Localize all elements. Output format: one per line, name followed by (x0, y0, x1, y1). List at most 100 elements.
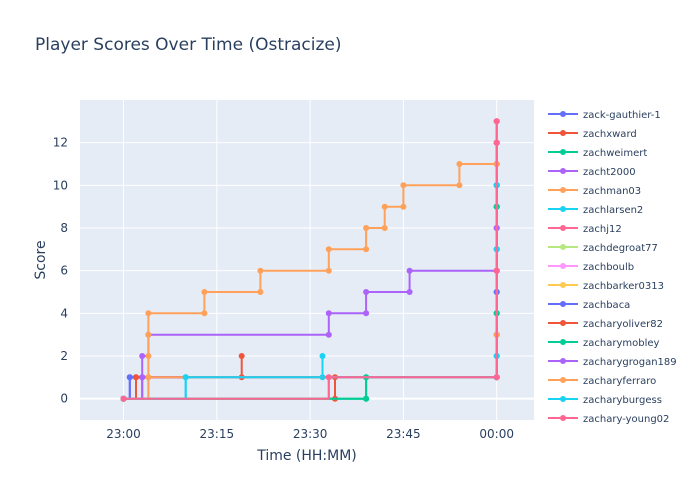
data-point (325, 374, 332, 381)
legend-label: zachary-young02 (583, 414, 669, 425)
chart-title: Player Scores Over Time (Ostracize) (35, 35, 342, 55)
legend-label: zachdegroat77 (583, 243, 658, 254)
y-tick-label: 6 (60, 264, 68, 278)
data-point (133, 374, 139, 381)
data-point (406, 289, 413, 295)
data-point (400, 182, 407, 189)
legend-item[interactable]: zachj12 (548, 224, 622, 235)
x-axis-title: Time (HH:MM) (256, 448, 357, 464)
legend-swatch-marker (560, 206, 566, 212)
data-point (120, 395, 127, 402)
series-line (123, 142, 498, 400)
data-point (381, 225, 388, 231)
data-point (381, 203, 388, 210)
legend-item[interactable]: zacharymobley (548, 338, 660, 349)
y-tick-label: 8 (60, 221, 68, 235)
legend-swatch-marker (560, 263, 566, 269)
data-point (139, 374, 146, 381)
legend-label: zacharygrogan189 (583, 357, 677, 368)
legend-swatch-marker (560, 244, 566, 250)
x-tick-label: 23:45 (386, 427, 421, 441)
legend-item[interactable]: zacharygrogan189 (548, 357, 677, 368)
series-layer (120, 118, 500, 402)
data-point (493, 267, 500, 274)
legend-label: zachlarsen2 (583, 205, 643, 216)
x-tick-label: 23:30 (293, 427, 328, 441)
x-tick-label: 23:00 (106, 427, 141, 441)
data-point (363, 395, 370, 402)
data-point (145, 374, 152, 381)
data-point (257, 267, 264, 274)
legend-item[interactable]: zacharyburgess (548, 395, 662, 406)
data-point (145, 310, 152, 317)
data-point (456, 161, 463, 167)
plot-background (80, 100, 534, 420)
legend-swatch-marker (560, 377, 566, 383)
data-point (325, 310, 332, 317)
legend-item[interactable]: zachlarsen2 (548, 205, 643, 216)
y-tick-label: 10 (53, 178, 68, 192)
data-point (363, 310, 370, 317)
data-point (238, 353, 245, 359)
data-point (325, 267, 332, 274)
legend-swatch-marker (560, 282, 566, 288)
legend-item[interactable]: zachman03 (548, 186, 641, 197)
data-point (257, 289, 264, 295)
legend-label: zachxward (583, 129, 637, 140)
legend-swatch-marker (560, 130, 566, 136)
y-axis-ticks: 0 2 4 6 8 10 12 (53, 136, 68, 406)
data-point (363, 246, 370, 253)
data-point (201, 310, 208, 317)
data-point (145, 331, 152, 338)
data-point (319, 353, 326, 359)
legend-label: zachj12 (583, 224, 622, 235)
data-point (182, 374, 189, 381)
legend-item[interactable]: zacharyferraro (548, 376, 656, 387)
legend-item[interactable]: zachbaca (548, 300, 630, 311)
x-axis-ticks: 23:00 23:15 23:30 23:45 00:00 (106, 427, 514, 441)
y-tick-label: 4 (60, 306, 68, 320)
data-point (126, 374, 133, 381)
legend-swatch-marker (560, 358, 566, 364)
legend-item[interactable]: zacht2000 (548, 167, 636, 178)
data-point (400, 203, 407, 210)
legend-item[interactable]: zachxward (548, 129, 637, 140)
legend-swatch-marker (560, 301, 566, 307)
data-point (456, 182, 463, 189)
legend-item[interactable]: zachdegroat77 (548, 243, 658, 254)
legend-item[interactable]: zachboulb (548, 262, 634, 273)
y-tick-label: 12 (53, 136, 68, 150)
legend-swatch-marker (560, 225, 566, 231)
y-tick-label: 2 (60, 349, 68, 363)
legend-item[interactable]: zacharyoliver82 (548, 319, 663, 330)
x-tick-label: 23:15 (200, 427, 235, 441)
legend-swatch-marker (560, 149, 566, 155)
legend-label: zacht2000 (583, 167, 636, 178)
data-point (325, 331, 332, 338)
data-point (363, 225, 370, 231)
legend-label: zack-gauthier-1 (583, 110, 661, 121)
legend-swatch-marker (560, 187, 566, 193)
y-axis-title: Score (33, 240, 49, 279)
legend-item[interactable]: zachary-young02 (548, 414, 669, 425)
x-tick-label: 00:00 (479, 427, 514, 441)
data-point (363, 289, 370, 295)
legend-item[interactable]: zachbarker0313 (548, 281, 664, 292)
legend-label: zachboulb (583, 262, 634, 273)
legend-label: zacharyoliver82 (583, 319, 663, 330)
legend-label: zachweimert (583, 148, 647, 159)
legend-swatch-marker (560, 415, 566, 421)
data-point (493, 374, 500, 381)
legend[interactable]: zack-gauthier-1 zachxward zachweimert zacht… (548, 110, 677, 425)
data-point (325, 246, 332, 253)
y-tick-label: 0 (60, 392, 68, 406)
legend-label: zachbarker0313 (583, 281, 664, 292)
legend-label: zacharymobley (583, 338, 660, 349)
series-zachary-young02 (120, 139, 500, 402)
legend-item[interactable]: zachweimert (548, 148, 647, 159)
data-point (493, 118, 500, 125)
legend-item[interactable]: zack-gauthier-1 (548, 110, 661, 121)
data-point (406, 267, 413, 274)
legend-swatch-marker (560, 320, 566, 326)
